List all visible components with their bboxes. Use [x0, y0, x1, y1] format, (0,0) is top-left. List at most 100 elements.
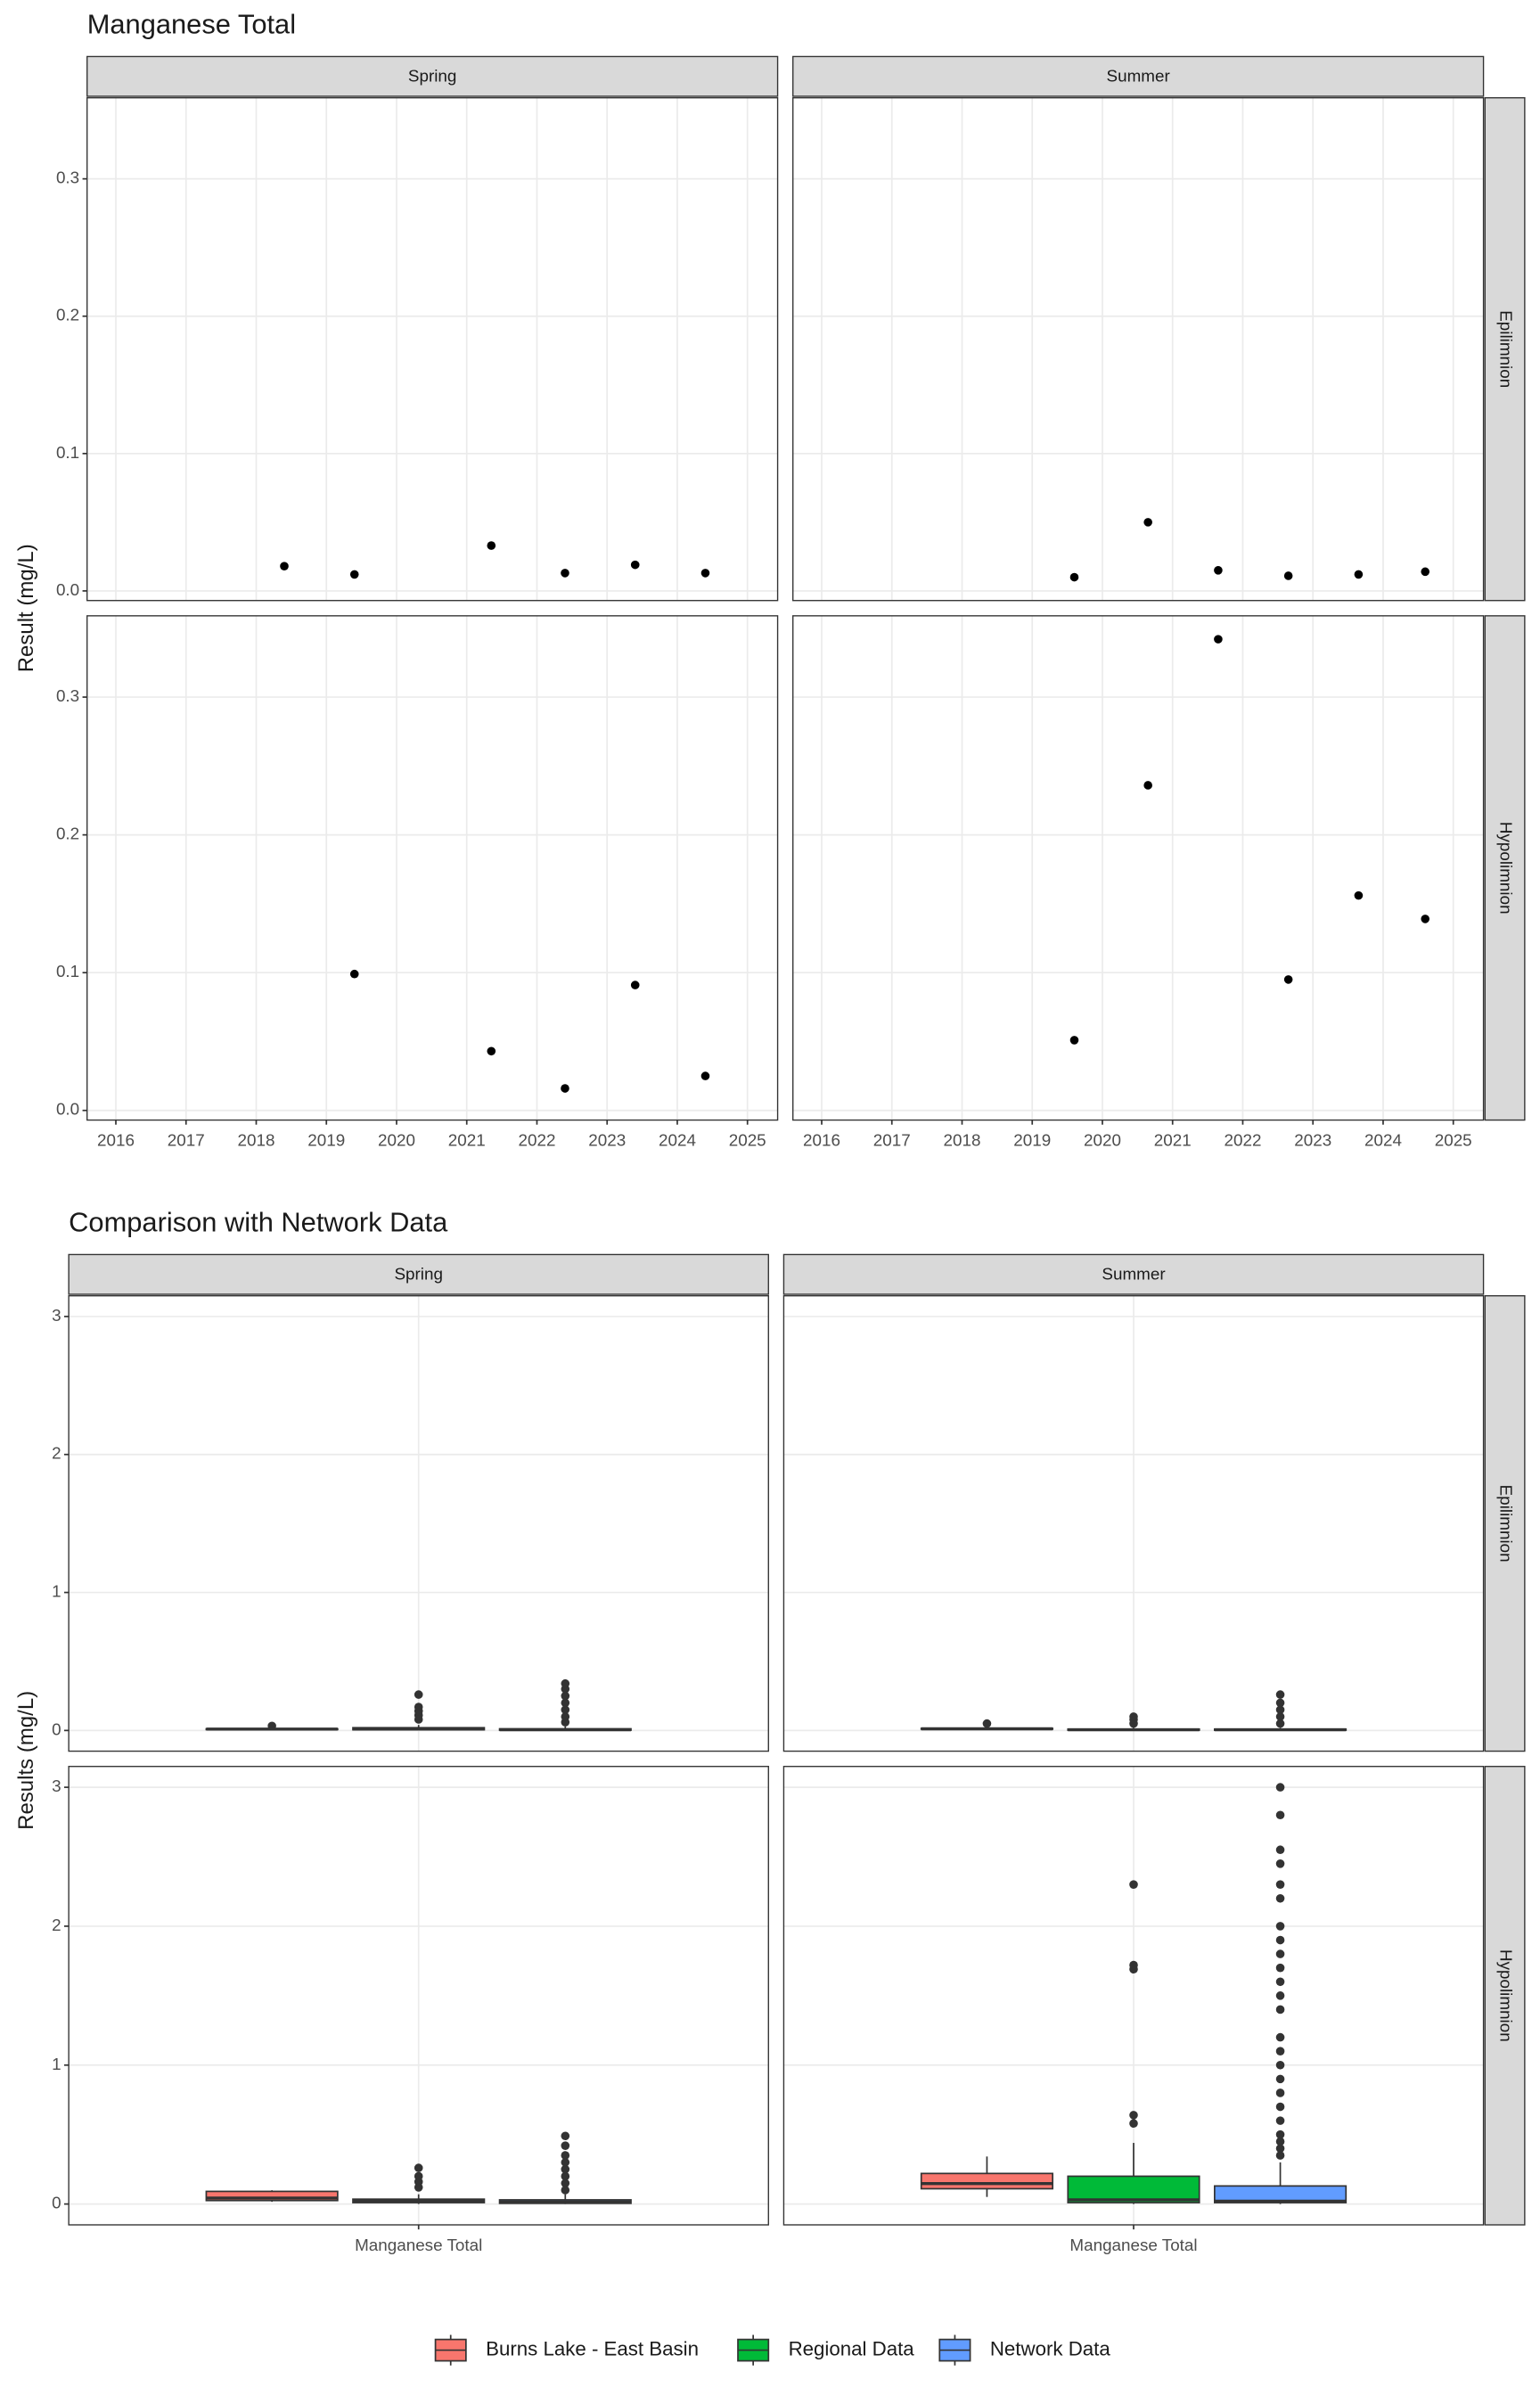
y-tick-label: 0 — [52, 1719, 61, 1738]
outlier — [1275, 2005, 1285, 2014]
y-tick-label: 0.2 — [56, 306, 79, 324]
point — [1143, 781, 1152, 790]
panel-border — [68, 1295, 769, 1752]
outlier — [1275, 1705, 1285, 1714]
outlier — [1275, 1845, 1285, 1855]
x-tick-label: 2021 — [448, 1131, 486, 1150]
panel-border — [86, 97, 779, 602]
panel-border — [782, 1295, 1485, 1752]
strip-label: Spring — [408, 67, 456, 86]
outlier — [414, 1690, 423, 1699]
y-tick-label: 2 — [52, 1444, 61, 1463]
point — [487, 1046, 496, 1056]
y-tick-label: 2 — [52, 1916, 61, 1934]
x-tick-label: 2022 — [519, 1131, 556, 1150]
point — [1354, 570, 1364, 579]
x-tick-label: 2018 — [944, 1131, 981, 1150]
outlier — [561, 2141, 570, 2150]
x-tick-label: 2018 — [238, 1131, 275, 1150]
strip-label: Spring — [394, 1265, 442, 1284]
point — [1283, 571, 1293, 580]
point — [700, 1071, 710, 1080]
strip — [1484, 615, 1526, 1121]
x-tick-label: 2019 — [1013, 1131, 1051, 1150]
panel — [86, 615, 778, 1120]
strip — [68, 1253, 769, 1295]
outlier — [1275, 1712, 1285, 1721]
outlier — [1275, 2144, 1285, 2154]
outlier — [1275, 2129, 1285, 2139]
point — [561, 1084, 569, 1093]
outlier — [561, 2151, 570, 2160]
outlier — [1275, 1893, 1285, 1903]
outlier — [1275, 2116, 1285, 2125]
point — [349, 969, 359, 979]
outlier — [414, 2163, 423, 2172]
panel-border — [792, 615, 1485, 1121]
y-tick-label: 3 — [52, 1306, 61, 1325]
y-tick-label: 0 — [52, 2194, 61, 2212]
panel-border — [792, 97, 1485, 602]
outlier — [1275, 1690, 1285, 1699]
outlier — [1129, 1960, 1138, 1970]
outlier — [1275, 1977, 1285, 1987]
outlier — [414, 2171, 423, 2181]
outlier — [1275, 2137, 1285, 2146]
box — [920, 2172, 1053, 2190]
point — [1069, 572, 1079, 582]
strip-label: Summer — [1107, 67, 1170, 86]
x-tick-label: 2016 — [803, 1131, 840, 1150]
outlier — [1275, 2074, 1285, 2084]
strip-label: Hypolimnion — [1497, 1949, 1516, 2042]
point — [1214, 635, 1223, 644]
point — [1143, 518, 1152, 527]
point — [561, 569, 569, 578]
outlier — [1275, 2088, 1285, 2097]
y-tick-label: 0.2 — [56, 825, 79, 843]
outlier — [1129, 2119, 1138, 2129]
x-tick-label: 2024 — [659, 1131, 696, 1150]
strip — [792, 55, 1485, 97]
y-tick-label: 0.0 — [56, 1100, 79, 1119]
outlier — [561, 2179, 570, 2188]
outlier — [561, 2158, 570, 2167]
outlier — [561, 2164, 570, 2174]
outlier — [561, 2131, 570, 2141]
outlier — [1129, 1880, 1138, 1889]
legend-label: Regional Data — [789, 2337, 915, 2359]
outlier — [1275, 2032, 1285, 2042]
x-tick-label: 2019 — [307, 1131, 345, 1150]
legend-label: Network Data — [990, 2337, 1110, 2359]
x-tick-label: 2020 — [378, 1131, 415, 1150]
strip-label: Epilimnion — [1497, 310, 1516, 388]
y-axis-label: Results (mg/L) — [14, 1691, 38, 1830]
x-tick-label: Manganese Total — [355, 2236, 482, 2254]
x-tick-label: 2025 — [1435, 1131, 1472, 1150]
point — [1354, 890, 1364, 900]
x-tick-label: 2025 — [729, 1131, 766, 1150]
outlier — [561, 1678, 570, 1688]
outlier — [1275, 2102, 1285, 2112]
chart-title: Manganese Total — [87, 8, 296, 39]
x-tick-label: 2017 — [168, 1131, 205, 1150]
point — [349, 570, 359, 579]
strip — [782, 1253, 1485, 1295]
x-tick-label: 2023 — [1294, 1131, 1331, 1150]
outlier — [1129, 2111, 1138, 2120]
point — [1421, 567, 1430, 577]
y-tick-label: 0.0 — [56, 580, 79, 599]
strip — [1484, 97, 1526, 602]
strip — [86, 55, 779, 97]
y-tick-label: 0.1 — [56, 443, 79, 462]
outlier — [982, 1719, 992, 1728]
x-tick-label: 2023 — [588, 1131, 626, 1150]
outlier — [1275, 2060, 1285, 2070]
legend-label: Burns Lake - East Basin — [486, 2337, 699, 2359]
x-tick-label: 2016 — [97, 1131, 135, 1150]
strip-label: Epilimnion — [1497, 1485, 1516, 1563]
strip-label: Hypolimnion — [1497, 822, 1516, 915]
point — [700, 569, 710, 578]
point — [1069, 1036, 1079, 1045]
y-tick-label: 1 — [52, 1582, 61, 1601]
